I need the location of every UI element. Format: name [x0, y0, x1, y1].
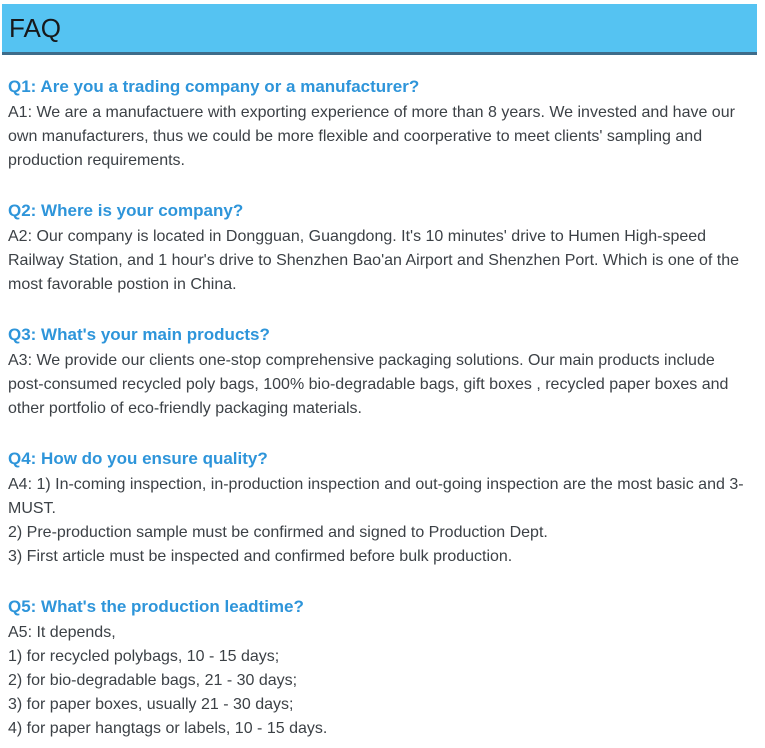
faq-content: Q1: Are you a trading company or a manuf…: [0, 75, 765, 741]
faq-answer-line: 4) for paper hangtags or labels, 10 - 15…: [8, 720, 328, 737]
faq-question: Q5: What's the production leadtime?: [8, 597, 304, 616]
faq-answer-line: 3) for paper boxes, usually 21 - 30 days…: [8, 696, 294, 713]
faq-answer-line: A5: It depends,: [8, 624, 116, 641]
faq-item-4: Q4: How do you ensure quality? A4: 1) In…: [8, 447, 751, 569]
faq-item-3: Q3: What's your main products? A3: We pr…: [8, 323, 751, 421]
faq-question: Q2: Where is your company?: [8, 201, 244, 220]
faq-question: Q4: How do you ensure quality?: [8, 449, 268, 468]
faq-item-5: Q5: What's the production leadtime? A5: …: [8, 595, 751, 741]
faq-page: FAQ Q1: Are you a trading company or a m…: [0, 4, 765, 748]
faq-answer-line: A1: We are a manufactuere with exporting…: [8, 104, 735, 169]
faq-answer-line: 1) for recycled polybags, 10 - 15 days;: [8, 648, 280, 665]
faq-answer-line: 2) Pre-production sample must be confirm…: [8, 524, 548, 541]
faq-answer-line: A2: Our company is located in Dongguan, …: [8, 228, 739, 293]
faq-answer-line: A3: We provide our clients one-stop comp…: [8, 352, 729, 417]
faq-answer-line: 2) for bio-degradable bags, 21 - 30 days…: [8, 672, 298, 689]
page-title: FAQ: [9, 13, 62, 43]
faq-header-bar: FAQ: [2, 4, 757, 55]
faq-question: Q3: What's your main products?: [8, 325, 270, 344]
faq-answer-line: 3) First article must be inspected and c…: [8, 548, 513, 565]
faq-item-2: Q2: Where is your company? A2: Our compa…: [8, 199, 751, 297]
faq-answer-line: A4: 1) In-coming inspection, in-producti…: [8, 476, 744, 517]
faq-question: Q1: Are you a trading company or a manuf…: [8, 77, 420, 96]
faq-item-1: Q1: Are you a trading company or a manuf…: [8, 75, 751, 173]
